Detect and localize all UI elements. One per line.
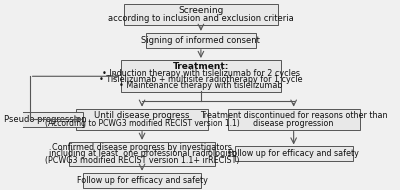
- Text: Treatment discontinued for reasons other than: Treatment discontinued for reasons other…: [200, 111, 388, 120]
- Text: • Induction therapy with tislelizumab for 2 cycles: • Induction therapy with tislelizumab fo…: [102, 69, 300, 78]
- Text: • Maintenance therapy with tislelizumab: • Maintenance therapy with tislelizumab: [119, 81, 283, 90]
- FancyBboxPatch shape: [228, 109, 360, 130]
- FancyBboxPatch shape: [235, 146, 352, 162]
- Text: including at least  one professional radiologist: including at least one professional radi…: [49, 150, 235, 158]
- FancyBboxPatch shape: [146, 33, 256, 48]
- Text: Follow up for efficacy and safety: Follow up for efficacy and safety: [77, 176, 208, 185]
- Text: (According to PCWG3 modified RECIST version 1.1): (According to PCWG3 modified RECIST vers…: [45, 119, 240, 128]
- Text: disease progression: disease progression: [254, 119, 334, 128]
- Text: • Tislelizumab + multisite radiotherapy for 1 cycle: • Tislelizumab + multisite radiotherapy …: [99, 75, 303, 84]
- Text: Screening: Screening: [178, 6, 224, 15]
- Text: Treatment:: Treatment:: [173, 62, 229, 71]
- FancyBboxPatch shape: [83, 173, 201, 188]
- FancyBboxPatch shape: [8, 112, 83, 127]
- Text: according to inclusion and exclusion criteria: according to inclusion and exclusion cri…: [108, 14, 294, 23]
- FancyBboxPatch shape: [76, 109, 208, 130]
- Text: Follow up for efficacy and safety: Follow up for efficacy and safety: [228, 150, 359, 158]
- FancyBboxPatch shape: [69, 142, 215, 166]
- FancyBboxPatch shape: [124, 4, 278, 25]
- Text: (PCWG3 modified RECIST version 1.1+ irRECIST): (PCWG3 modified RECIST version 1.1+ irRE…: [45, 156, 239, 165]
- FancyBboxPatch shape: [121, 60, 281, 92]
- Text: Until disease progress: Until disease progress: [94, 111, 190, 120]
- Text: Confirmed disease progress by investigators: Confirmed disease progress by investigat…: [52, 143, 232, 152]
- Text: Signing of informed consent: Signing of informed consent: [142, 36, 260, 45]
- Text: Pseudo progression: Pseudo progression: [4, 115, 87, 124]
